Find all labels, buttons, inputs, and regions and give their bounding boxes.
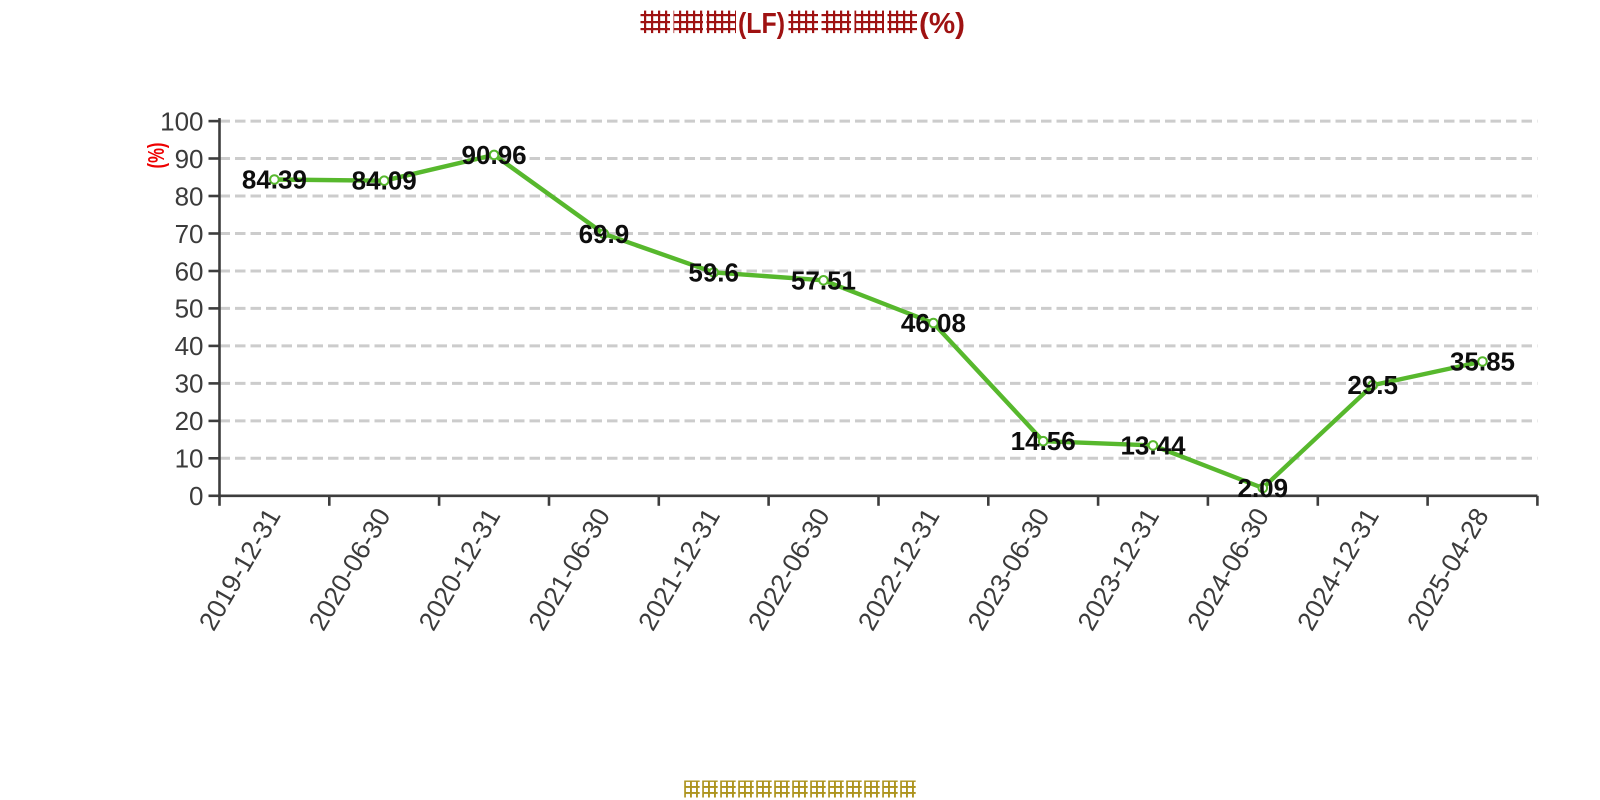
svg-text:10: 10 [175,444,204,474]
svg-text:90.96: 90.96 [462,140,527,170]
svg-text:50: 50 [175,294,204,324]
svg-text:20: 20 [175,406,204,436]
svg-text:84.39: 84.39 [242,165,307,195]
svg-text:(%): (%) [919,8,965,40]
svg-text:100: 100 [160,106,203,136]
svg-text:35.85: 35.85 [1450,347,1515,377]
svg-text:80: 80 [175,181,204,211]
svg-text:59.6: 59.6 [688,257,739,287]
svg-text:40: 40 [175,331,204,361]
svg-text:(LF): (LF) [738,8,785,40]
svg-text:69.9: 69.9 [579,219,630,249]
svg-text:14.56: 14.56 [1011,426,1076,456]
svg-text:60: 60 [175,256,204,286]
svg-text:2.09: 2.09 [1237,473,1288,503]
svg-text:(%): (%) [143,143,169,169]
svg-text:84.09: 84.09 [352,166,417,196]
svg-text:13.44: 13.44 [1120,430,1186,460]
svg-text:0: 0 [189,481,203,511]
svg-text:57.51: 57.51 [791,265,856,295]
svg-text:90: 90 [175,144,204,174]
svg-text:30: 30 [175,369,204,399]
svg-text:70: 70 [175,219,204,249]
svg-text:46.08: 46.08 [901,308,966,338]
svg-text:29.5: 29.5 [1347,370,1398,400]
